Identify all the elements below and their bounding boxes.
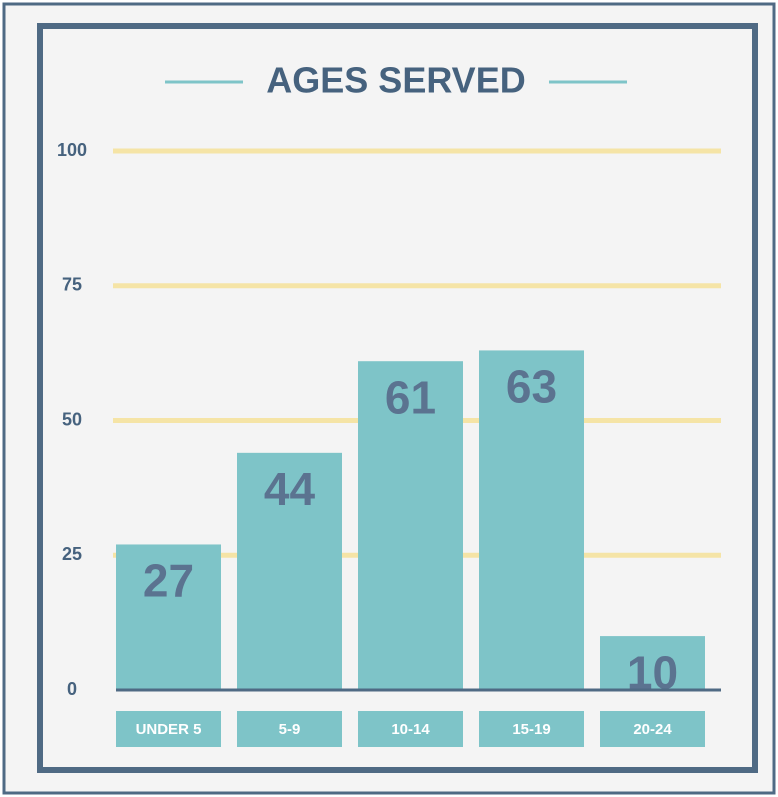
x-tick-label: 10-14 <box>391 721 430 738</box>
category-box <box>600 711 705 747</box>
category-box <box>116 711 221 747</box>
bar <box>479 350 584 690</box>
y-tick-label: 25 <box>62 544 82 564</box>
category-box <box>358 711 463 747</box>
category-box <box>479 711 584 747</box>
y-tick-label: 75 <box>62 275 82 295</box>
category-box <box>237 711 342 747</box>
inner-frame <box>37 23 758 773</box>
x-tick-label: 15-19 <box>512 721 550 738</box>
y-tick-label: 100 <box>57 140 87 160</box>
value-label: 63 <box>506 361 557 413</box>
x-tick-label: 20-24 <box>633 721 672 738</box>
value-label: 44 <box>264 463 316 515</box>
y-tick-label: 0 <box>67 679 77 699</box>
bar <box>358 361 463 690</box>
chart-title: AGES SERVED <box>266 60 525 101</box>
y-tick-label: 50 <box>62 409 82 429</box>
x-tick-label: 5-9 <box>279 721 301 738</box>
value-label: 27 <box>143 555 194 607</box>
value-label: 61 <box>385 371 436 423</box>
bar <box>116 544 221 690</box>
bar <box>237 452 342 690</box>
bar <box>600 636 705 690</box>
x-tick-label: UNDER 5 <box>136 721 202 738</box>
